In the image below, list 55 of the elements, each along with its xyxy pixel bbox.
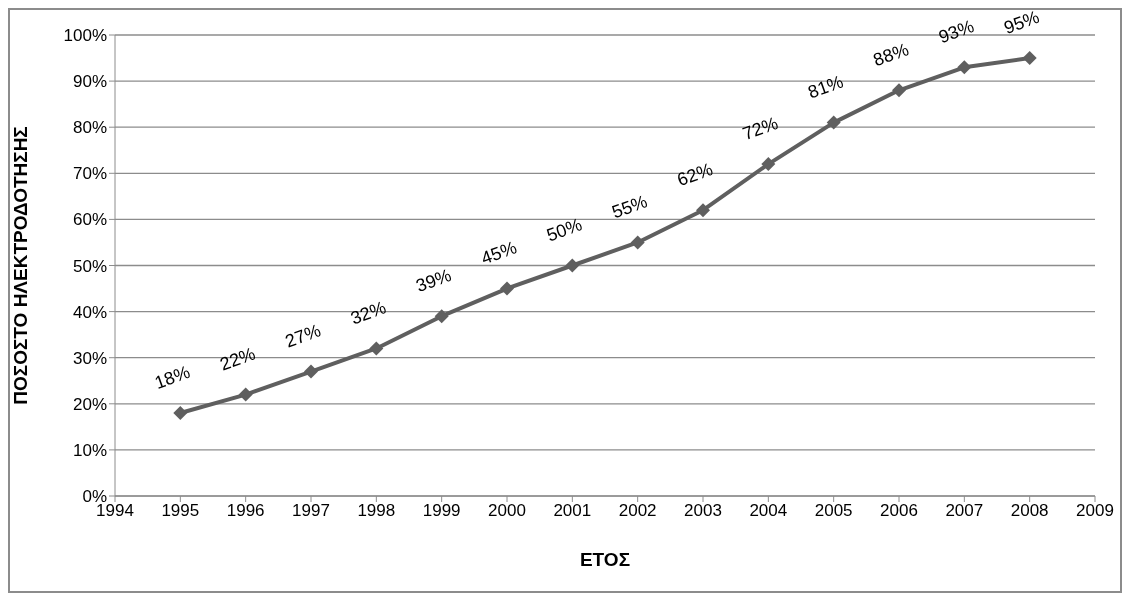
x-axis-title: ΕΤΟΣ (579, 549, 631, 570)
y-axis-title: ΠΟΣΟΣΤΟ ΗΛΕΚΤΡΟΔΟΤΗΣΗΣ (9, 126, 31, 405)
data-label: 32% (347, 297, 389, 329)
y-tick-label: 80% (72, 118, 107, 138)
point (238, 387, 253, 402)
data-label: 50% (543, 214, 585, 246)
y-tick-label: 30% (72, 348, 107, 368)
y-tick-label: 20% (72, 394, 107, 414)
data-label: 88% (870, 39, 912, 71)
data-label: 22% (217, 343, 258, 375)
x-tick-label: 2002 (618, 501, 657, 521)
x-tick-label: 1997 (292, 501, 330, 521)
point (565, 258, 580, 273)
x-tick-label: 2001 (553, 501, 592, 521)
y-tick-label: 100% (63, 26, 107, 46)
point (761, 157, 776, 172)
point (1022, 51, 1037, 66)
data-label: 18% (151, 361, 193, 393)
data-label: 81% (805, 71, 846, 103)
y-tick-label: 90% (72, 72, 107, 92)
x-tick-label: 2004 (749, 501, 788, 521)
y-tick-label: 50% (72, 256, 107, 276)
data-label: 39% (413, 265, 454, 297)
data-label: 27% (282, 320, 324, 352)
point (434, 309, 449, 324)
point (696, 203, 710, 218)
point (500, 281, 514, 296)
point (304, 364, 318, 379)
point (369, 341, 384, 356)
y-tick-label: 70% (72, 164, 107, 184)
x-tick-label: 2000 (488, 501, 526, 521)
y-tick-label: 10% (72, 440, 107, 460)
data-label: 95% (1001, 6, 1042, 38)
x-tick-label: 2009 (1076, 501, 1114, 521)
x-tick-label: 2008 (1010, 501, 1049, 521)
y-tick-label: 40% (72, 302, 107, 322)
x-tick-label: 2003 (684, 501, 722, 521)
data-label: 55% (609, 191, 650, 223)
data-label: 45% (478, 237, 520, 269)
point (630, 235, 645, 250)
y-tick-label: 60% (72, 210, 107, 230)
data-label: 93% (935, 16, 977, 48)
x-tick-label: 1996 (226, 501, 265, 521)
data-label: 62% (674, 158, 716, 191)
x-tick-label: 2007 (945, 501, 984, 521)
data-label: 72% (739, 112, 781, 144)
x-tick-label: 2006 (880, 501, 918, 521)
x-tick-label: 1998 (357, 501, 396, 521)
point (826, 115, 841, 130)
point (892, 83, 906, 98)
x-tick-label: 1995 (161, 501, 200, 521)
point (173, 406, 188, 421)
point (957, 60, 972, 75)
x-tick-label: 1999 (422, 501, 461, 521)
x-tick-label: 2005 (814, 501, 853, 521)
